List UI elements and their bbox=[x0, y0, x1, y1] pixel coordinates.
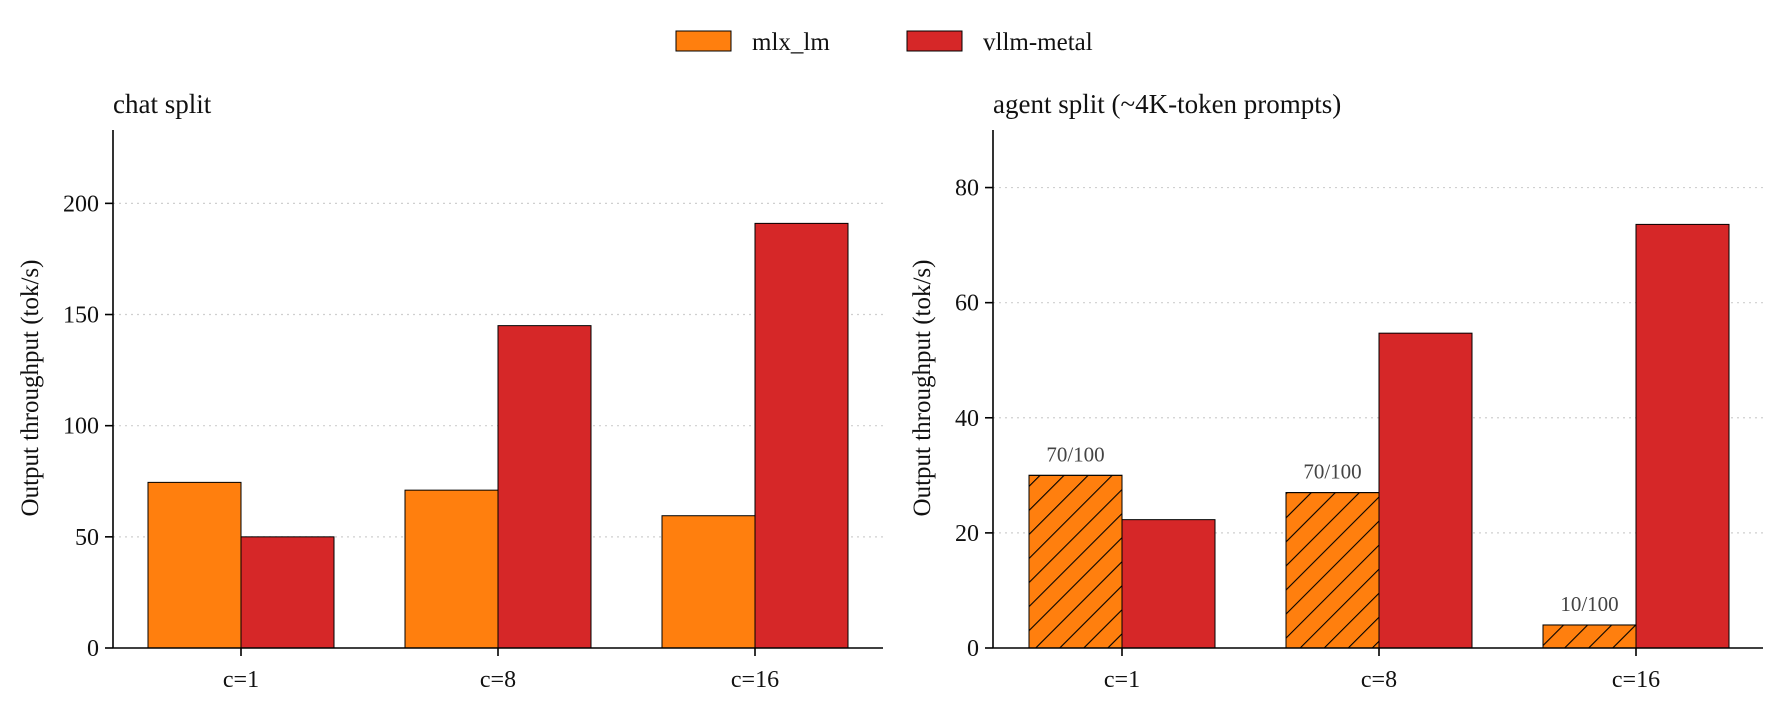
bar-annotation: 70/100 bbox=[1046, 442, 1104, 466]
legend: mlx_lm vllm-metal bbox=[675, 29, 1093, 56]
chart-panel-agent: agent split (~4K-token prompts) Output t… bbox=[909, 89, 1763, 693]
x-tick-label: c=8 bbox=[480, 667, 516, 693]
bar-vllm-metal bbox=[1121, 519, 1216, 649]
bars bbox=[1028, 223, 1730, 649]
bar-hatch-mlx-lm bbox=[1285, 492, 1380, 649]
bar-vllm-metal bbox=[1378, 332, 1473, 649]
y-tick-label: 40 bbox=[955, 406, 979, 432]
chart-panel-chat: chat split Output throughput (tok/s) 0 50… bbox=[17, 89, 883, 693]
bar-vllm-metal bbox=[240, 536, 335, 649]
x-tick-label: c=16 bbox=[731, 667, 779, 693]
bar-vllm-metal bbox=[497, 325, 592, 649]
x-tick-labels: c=1 c=8 c=16 bbox=[1104, 667, 1660, 693]
legend-swatch-vllm-metal bbox=[906, 30, 963, 52]
y-tick-label: 200 bbox=[63, 191, 99, 217]
y-tick-label: 50 bbox=[75, 525, 99, 551]
bar-vllm-metal bbox=[1635, 223, 1730, 649]
y-tick-label: 150 bbox=[63, 303, 99, 329]
bars bbox=[147, 222, 849, 649]
bar-hatch-mlx-lm bbox=[1028, 474, 1123, 649]
bar-vllm-metal bbox=[754, 222, 849, 649]
x-tick-label: c=16 bbox=[1612, 667, 1660, 693]
y-tick-label: 60 bbox=[955, 291, 979, 317]
bar-mlx-lm bbox=[661, 515, 756, 649]
axes bbox=[985, 130, 1763, 656]
x-tick-label: c=8 bbox=[1361, 667, 1397, 693]
x-tick-labels: c=1 c=8 c=16 bbox=[223, 667, 779, 693]
y-tick-labels: 0 20 40 60 80 bbox=[955, 176, 979, 662]
y-tick-label: 0 bbox=[87, 636, 99, 662]
y-tick-label: 100 bbox=[63, 414, 99, 440]
bar-hatch-mlx-lm bbox=[1542, 624, 1637, 649]
x-tick-label: c=1 bbox=[223, 667, 259, 693]
legend-label-vllm-metal: vllm-metal bbox=[983, 29, 1093, 56]
bar-mlx-lm bbox=[404, 489, 499, 649]
y-axis-label: Output throughput (tok/s) bbox=[17, 260, 44, 517]
legend-label-mlx-lm: mlx_lm bbox=[752, 29, 830, 56]
y-tick-labels: 0 50 100 150 200 bbox=[63, 191, 99, 662]
bar-mlx-lm bbox=[147, 481, 242, 649]
y-axis-label: Output throughput (tok/s) bbox=[909, 260, 936, 517]
panel-title: chat split bbox=[113, 89, 212, 119]
y-tick-label: 0 bbox=[967, 636, 979, 662]
panel-title: agent split (~4K-token prompts) bbox=[993, 89, 1341, 119]
legend-swatch-mlx-lm bbox=[675, 30, 732, 52]
y-tick-label: 80 bbox=[955, 176, 979, 202]
x-tick-label: c=1 bbox=[1104, 667, 1140, 693]
bar-annotation: 70/100 bbox=[1303, 460, 1361, 484]
bar-annotation: 10/100 bbox=[1560, 592, 1618, 616]
bar-annotations: 70/100 70/100 10/100 bbox=[1046, 442, 1618, 616]
axes bbox=[105, 130, 883, 656]
y-tick-label: 20 bbox=[955, 521, 979, 547]
